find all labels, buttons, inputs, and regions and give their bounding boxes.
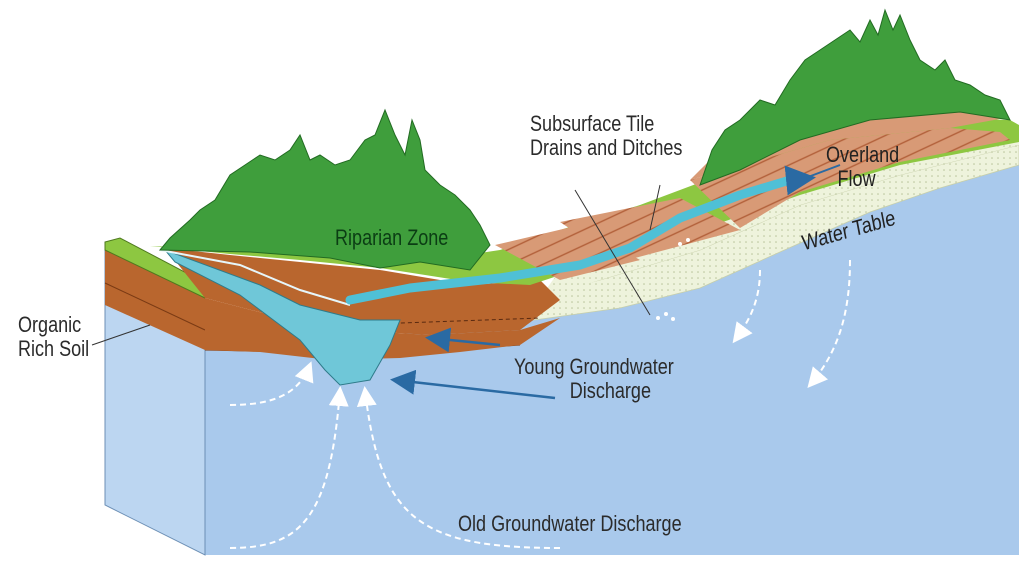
trees-riparian — [158, 108, 491, 271]
label-subsurface-tile-line1: Subsurface Tile — [530, 111, 655, 136]
field-upper — [690, 128, 1010, 228]
groundwater-body — [205, 160, 1019, 555]
stream-channel — [163, 248, 401, 386]
label-subsurface-tile-line2: Drains and Ditches — [530, 135, 683, 160]
side-soil-layer — [105, 248, 205, 350]
label-young-groundwater-line2: Discharge — [569, 378, 651, 403]
label-organic-rich-soil-line2: Rich Soil — [18, 336, 90, 361]
trees-upland — [699, 8, 1011, 186]
label-overland-flow-line1: Overland — [826, 142, 900, 167]
label-young-groundwater: Young Groundwater Discharge — [514, 355, 674, 403]
label-young-groundwater-line1: Young Groundwater — [514, 354, 674, 379]
label-organic-rich-soil-line1: Organic — [18, 312, 82, 337]
label-riparian-zone: Riparian Zone — [335, 225, 449, 250]
label-old-groundwater: Old Groundwater Discharge — [458, 511, 682, 536]
label-organic-rich-soil: Organic Rich Soil — [18, 313, 89, 361]
field-lower — [495, 225, 640, 280]
tile-drain-flow — [345, 175, 795, 305]
label-subsurface-tile: Subsurface Tile Drains and Ditches — [530, 112, 682, 160]
label-overland-flow-line2: Flow — [837, 166, 876, 191]
streambed-soil — [165, 248, 560, 335]
field-top — [690, 110, 1005, 180]
water-table-band — [499, 144, 1019, 323]
label-overland-flow: Overland Flow — [826, 143, 899, 191]
